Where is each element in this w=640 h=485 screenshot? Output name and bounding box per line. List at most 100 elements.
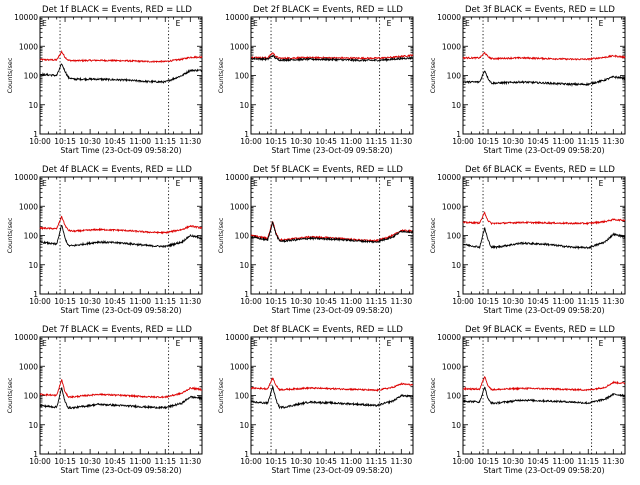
events-series-line: [39, 63, 203, 84]
marker-letter: E: [42, 19, 47, 28]
x-tick-label: 11:30: [179, 457, 201, 466]
chart-panel: Det 8f BLACK = Events, RED = LLD 1 10 100 10…: [217, 325, 414, 475]
y-tick-label: 1: [456, 130, 461, 139]
panel-title: Det 4f BLACK = Events, RED = LLD: [42, 165, 192, 175]
marker-letter: E: [387, 339, 392, 348]
x-tick-label: 11:00: [129, 137, 151, 146]
panel-title: Det 8f BLACK = Events, RED = LLD: [253, 325, 403, 335]
y-tick-label: 10000: [225, 333, 249, 342]
y-tick-label: 1000: [230, 42, 249, 51]
x-tick-label: 11:30: [179, 137, 201, 146]
x-tick-label: 11:00: [340, 137, 362, 146]
y-axis-label: Counts/sec: [217, 217, 225, 253]
x-tick-label: 11:15: [365, 297, 387, 306]
chart-panel: Det 4f BLACK = Events, RED = LLD 1 10 100 10…: [6, 165, 203, 315]
lld-series-line: [462, 376, 626, 392]
x-tick-label: 10:15: [54, 137, 76, 146]
x-tick-label: 11:30: [602, 297, 624, 306]
events-series-line: [462, 70, 626, 87]
x-tick-label: 10:30: [79, 297, 101, 306]
x-tick-label: 10:30: [502, 137, 524, 146]
y-tick-label: 100: [235, 392, 250, 401]
chart-panel: Det 6f BLACK = Events, RED = LLD 1 10 100 10…: [429, 165, 626, 315]
chart-panel: Det 9f BLACK = Events, RED = LLD 1 10 100 10…: [429, 325, 626, 475]
chart-panel: Det 5f BLACK = Events, RED = LLD 1 10 100 10…: [217, 165, 414, 315]
y-axis-label: Counts/sec: [429, 57, 437, 93]
y-tick-label: 1000: [19, 362, 38, 371]
x-tick-label: 10:45: [104, 297, 126, 306]
x-tick-label: 10:45: [527, 457, 549, 466]
plot-frame: [250, 176, 414, 295]
marker-letter: E: [465, 19, 470, 28]
marker-letter: E: [253, 19, 258, 28]
marker-letter: E: [176, 19, 181, 28]
y-tick-label: 1000: [19, 42, 38, 51]
panel-title: Det 3f BLACK = Events, RED = LLD: [465, 5, 615, 15]
plot-frame: [39, 16, 203, 135]
x-tick-label: 11:15: [577, 457, 599, 466]
x-axis-label: Start Time (23-Oct-09 09:58:20): [60, 306, 181, 315]
x-axis-label: Start Time (23-Oct-09 09:58:20): [483, 466, 604, 475]
x-tick-label: 10:15: [54, 297, 76, 306]
y-tick-label: 10: [28, 421, 38, 430]
x-axis-label: Start Time (23-Oct-09 09:58:20): [271, 146, 392, 155]
y-tick-label: 1000: [230, 362, 249, 371]
y-tick-label: 10: [451, 261, 461, 270]
x-tick-label: 10:00: [452, 457, 474, 466]
plot-frame: [462, 16, 626, 135]
y-axis-label: Counts/sec: [6, 377, 14, 413]
y-tick-label: 1: [33, 130, 38, 139]
x-tick-label: 11:15: [154, 457, 176, 466]
marker-letter: E: [253, 339, 258, 348]
y-tick-label: 100: [447, 72, 462, 81]
events-series-line: [250, 384, 414, 410]
panel-title: Det 2f BLACK = Events, RED = LLD: [253, 5, 403, 15]
lld-series-line: [39, 379, 203, 399]
y-tick-label: 100: [24, 232, 39, 241]
x-tick-label: 11:15: [577, 137, 599, 146]
chart-panel: Det 2f BLACK = Events, RED = LLD 1 10 100 10…: [217, 5, 414, 155]
y-axis-label: Counts/sec: [217, 377, 225, 413]
x-tick-label: 10:15: [265, 457, 287, 466]
y-tick-label: 10: [451, 421, 461, 430]
y-tick-label: 1: [33, 290, 38, 299]
x-tick-label: 10:30: [290, 137, 312, 146]
y-tick-label: 10000: [437, 13, 461, 22]
panel-title: Det 9f BLACK = Events, RED = LLD: [465, 325, 615, 335]
y-tick-label: 10: [28, 261, 38, 270]
x-tick-label: 10:30: [79, 457, 101, 466]
x-tick-label: 10:00: [240, 457, 262, 466]
marker-letter: E: [465, 339, 470, 348]
y-tick-label: 10: [451, 101, 461, 110]
lld-series-line: [250, 220, 414, 243]
x-tick-label: 11:30: [390, 457, 412, 466]
y-tick-label: 1: [456, 450, 461, 459]
plot-frame: [250, 16, 414, 135]
x-tick-label: 10:45: [315, 137, 337, 146]
events-series-line: [250, 220, 414, 244]
y-tick-label: 10: [239, 101, 249, 110]
x-tick-label: 10:45: [527, 137, 549, 146]
panel-title: Det 1f BLACK = Events, RED = LLD: [42, 5, 192, 15]
y-tick-label: 1000: [230, 202, 249, 211]
lld-series-line: [250, 377, 414, 393]
marker-letter: E: [176, 179, 181, 188]
events-series-line: [462, 227, 626, 250]
y-tick-label: 100: [24, 392, 39, 401]
marker-letter: E: [253, 179, 258, 188]
x-axis-label: Start Time (23-Oct-09 09:58:20): [271, 466, 392, 475]
x-tick-label: 10:00: [29, 457, 51, 466]
x-tick-label: 10:00: [240, 297, 262, 306]
x-axis-label: Start Time (23-Oct-09 09:58:20): [271, 306, 392, 315]
x-tick-label: 11:30: [390, 137, 412, 146]
y-tick-label: 10: [239, 421, 249, 430]
marker-letter: E: [387, 179, 392, 188]
marker-letter: E: [176, 339, 181, 348]
x-tick-label: 10:15: [477, 297, 499, 306]
panel-title: Det 5f BLACK = Events, RED = LLD: [253, 165, 403, 175]
y-tick-label: 1000: [19, 202, 38, 211]
x-axis-label: Start Time (23-Oct-09 09:58:20): [483, 306, 604, 315]
x-tick-label: 11:30: [390, 297, 412, 306]
x-axis-label: Start Time (23-Oct-09 09:58:20): [60, 466, 181, 475]
lld-series-line: [39, 215, 203, 235]
